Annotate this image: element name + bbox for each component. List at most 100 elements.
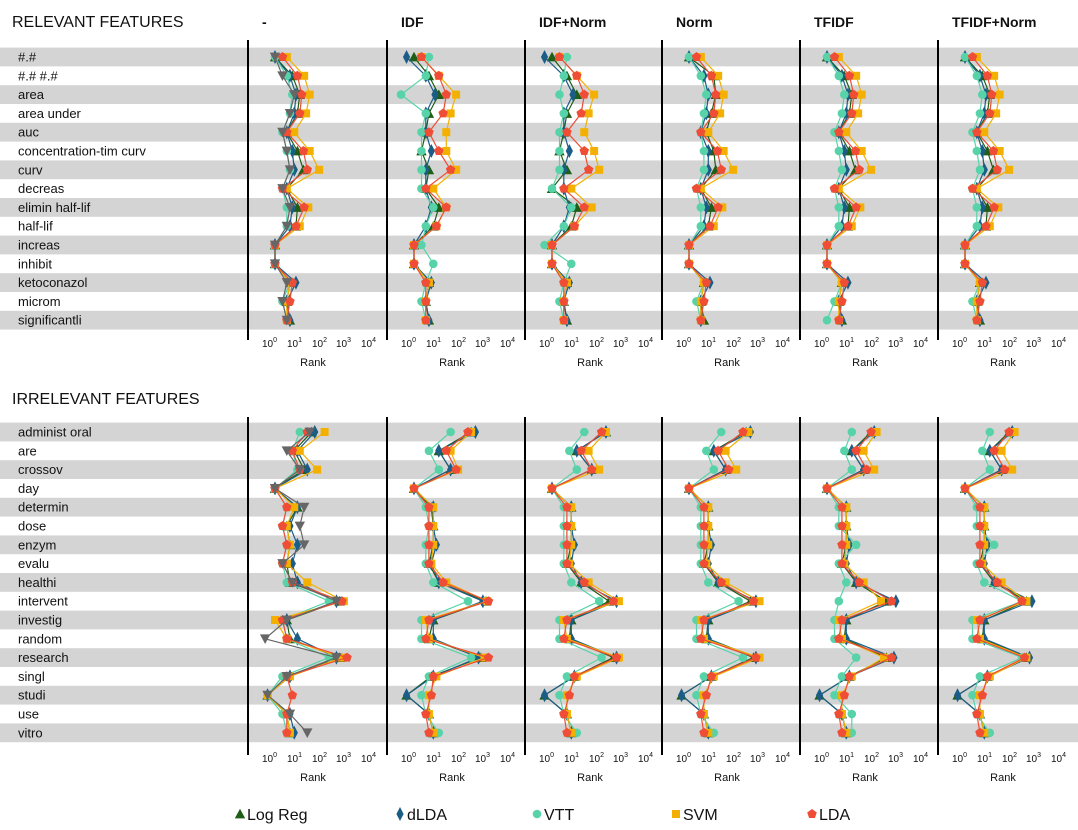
point-lda-none <box>691 52 702 61</box>
point-lda-microm <box>421 296 431 306</box>
point-lda-administ-oral <box>866 427 876 436</box>
point-vtt-area-under <box>699 109 709 118</box>
point-vtt-research <box>466 653 476 662</box>
point-unlabeled-use <box>284 709 296 720</box>
point-svm-area <box>719 90 728 99</box>
point-lda-increas <box>547 240 557 249</box>
point-unlabeled-singl <box>281 671 293 682</box>
point-lda-use <box>834 709 844 718</box>
point-vtt-none <box>421 71 431 81</box>
point-lda-ketoconazol <box>701 277 712 287</box>
point-dlda-curv <box>422 162 430 177</box>
legend: Log Reg dLDA VTT SVM LDA <box>234 807 850 824</box>
point-lda-enzym <box>837 539 847 549</box>
feature-label-research: research <box>18 650 69 665</box>
row-stripe <box>0 573 1078 592</box>
point-dlda-curv <box>980 162 988 177</box>
row-stripe <box>0 198 1078 217</box>
point-lda-evalu <box>975 558 985 568</box>
point-vtt-area-under <box>559 109 569 118</box>
point-dlda-studi <box>402 688 411 703</box>
x-tick-label: 104 <box>775 337 790 350</box>
point-lda-none <box>706 70 717 80</box>
point-vtt-curv <box>417 165 426 175</box>
point-svm-vitro <box>842 728 851 737</box>
feature-label-decreas: decreas <box>18 181 65 196</box>
panel-none: 100 101 102 103 104 Rank <box>247 417 376 784</box>
point-svm-area-under <box>854 109 863 118</box>
point-unlabeled-elimin-half-lif <box>284 202 296 213</box>
row-stripe <box>0 460 1078 479</box>
point-svm-intervent <box>755 597 764 606</box>
point-lda-ketoconazol <box>559 277 569 287</box>
point-lda-elimin-half-lif <box>299 202 309 212</box>
legend-item-log-reg: Log Reg <box>234 807 308 824</box>
point-lda-area-under <box>709 108 719 118</box>
point-lda-area-under <box>847 108 857 118</box>
point-lda-increas <box>684 240 694 249</box>
point-vtt-singl <box>837 672 847 681</box>
point-svm-curv <box>867 165 876 174</box>
feature-label-curv: curv <box>18 162 43 177</box>
point-lda-area-under <box>295 108 305 118</box>
point-lda-microm <box>285 296 295 306</box>
x-tick-label: 100 <box>952 752 967 765</box>
legend-label: Log Reg <box>247 807 308 824</box>
x-tick-label: 103 <box>475 337 490 350</box>
point-svm-dose <box>429 522 438 530</box>
point-svm-curv <box>315 165 324 174</box>
feature-label-inhibit: inhibit <box>18 256 52 271</box>
x-tick-label: 104 <box>361 752 376 765</box>
x-tick-label: 102 <box>451 337 466 350</box>
series-lda <box>822 52 864 325</box>
point-vtt-curv <box>837 165 847 175</box>
point-lda-decreas <box>829 183 840 193</box>
point-lda-are <box>713 445 723 455</box>
x-axis-label: Rank <box>714 357 740 369</box>
point-unlabeled-significantli <box>281 315 293 326</box>
point-svm-healthi <box>584 578 593 587</box>
series-lda <box>960 427 1030 737</box>
feature-label-dose: dose <box>18 519 46 534</box>
point-svm-dose <box>282 522 291 530</box>
legend-item-svm: SVM <box>672 807 718 824</box>
point-vtt-half-lif <box>972 221 982 231</box>
point-lda-none <box>277 52 288 61</box>
point-lda-inhibit <box>822 258 832 268</box>
point-lda-evalu <box>562 558 572 568</box>
x-axis-label: Rank <box>439 357 465 369</box>
point-vtt-area <box>396 90 406 99</box>
point-dlda-are <box>986 443 994 458</box>
point-lda-random <box>282 633 292 643</box>
point-vtt-significantli <box>822 315 832 325</box>
point-svm-intervent <box>614 597 623 606</box>
point-vtt-healthi <box>566 578 576 587</box>
point-lda-evalu <box>699 558 709 568</box>
point-svm-none <box>990 71 999 80</box>
point-lda-ketoconazol <box>421 277 431 287</box>
point-unlabeled-enzym <box>298 540 310 550</box>
point-unlabeled-vitro <box>302 728 313 738</box>
point-vtt-research <box>597 653 606 662</box>
feature-label-vitro: vitro <box>18 725 43 740</box>
point-lda-concentration-tim-curv <box>434 146 444 155</box>
point-svm-determin <box>704 503 713 512</box>
point-vtt-crossov <box>985 465 995 474</box>
point-vtt-research <box>738 653 748 662</box>
x-axis-label: Rank <box>990 357 1016 369</box>
feature-label-significantli: significantli <box>18 313 82 328</box>
point-svm-enzym <box>704 540 713 549</box>
point-svm-area-under <box>302 109 311 118</box>
point-lda-enzym <box>975 539 985 549</box>
point-svm-none <box>714 71 723 80</box>
x-tick-label: 101 <box>977 337 992 350</box>
point-lda-vitro <box>837 727 847 737</box>
point-log-reg-none <box>546 51 558 62</box>
point-lda-increas <box>822 240 832 249</box>
point-svm-dose <box>842 522 851 530</box>
point-lda-studi <box>426 690 437 700</box>
point-lda-none <box>829 52 840 61</box>
row-stripe <box>0 723 1078 743</box>
point-unlabeled-random <box>259 634 271 644</box>
x-tick-label: 104 <box>1051 752 1066 765</box>
